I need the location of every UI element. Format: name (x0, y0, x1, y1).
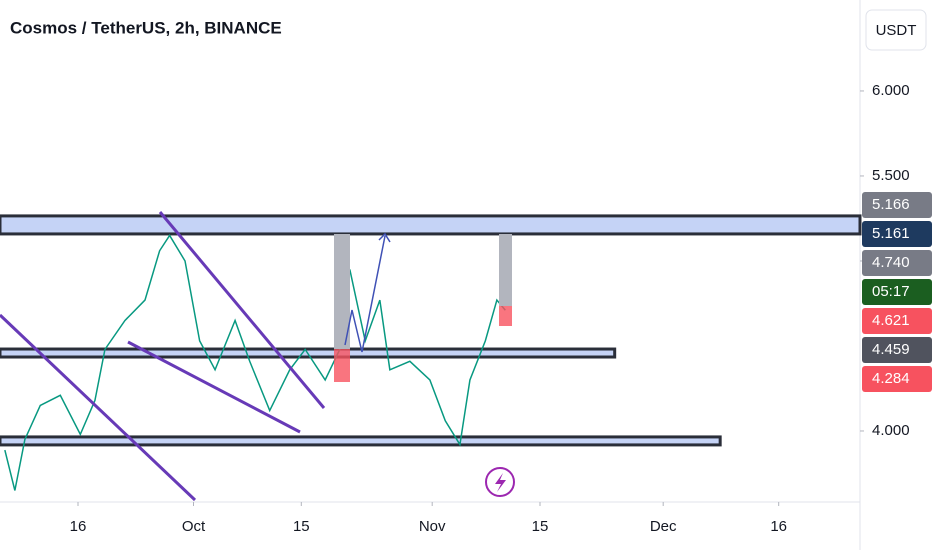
price-tag (862, 366, 932, 392)
price-tag-label: 4.459 (872, 341, 910, 358)
zone (0, 214, 862, 236)
zone (0, 435, 722, 447)
box (334, 349, 350, 382)
y-tick-label: 5.500 (872, 167, 910, 184)
price-tag-label: 4.740 (872, 254, 910, 271)
trend-line (127, 340, 301, 434)
y-tick-label: 4.000 (872, 422, 910, 439)
price-line (4, 234, 506, 491)
trend-line (158, 211, 326, 409)
box (499, 234, 512, 306)
drawings (0, 211, 326, 502)
price-tag (862, 192, 932, 218)
price-tag (862, 250, 932, 276)
y-tick-label: 6.000 (872, 82, 910, 99)
x-tick-label: 15 (532, 518, 549, 535)
x-tick-label: 15 (293, 518, 310, 535)
projection (344, 235, 386, 353)
x-tick-label: Dec (650, 518, 677, 535)
x-tick-label: 16 (770, 518, 787, 535)
price-tag-label: 4.284 (872, 370, 910, 387)
price-tag-label: 4.621 (872, 312, 910, 329)
currency-label: USDT (876, 22, 917, 39)
currency-button[interactable] (865, 9, 927, 51)
price-tag (862, 221, 932, 247)
x-tick-label: Nov (419, 518, 446, 535)
price-tag (862, 279, 932, 305)
chart-title: Cosmos / TetherUS, 2h, BINANCE (10, 18, 282, 37)
box (499, 306, 512, 326)
x-tick-label: Oct (182, 518, 206, 535)
price-tag (862, 337, 932, 363)
price-tag-label: 05:17 (872, 283, 910, 300)
x-tick-label: 16 (70, 518, 87, 535)
price-tag-label: 5.161 (872, 225, 910, 242)
price-tag (862, 308, 932, 334)
event-icon-bolt (495, 473, 506, 492)
box (334, 234, 350, 349)
trend-line (0, 313, 197, 502)
price-tag-label: 5.166 (872, 196, 910, 213)
arrow-head (378, 232, 391, 243)
